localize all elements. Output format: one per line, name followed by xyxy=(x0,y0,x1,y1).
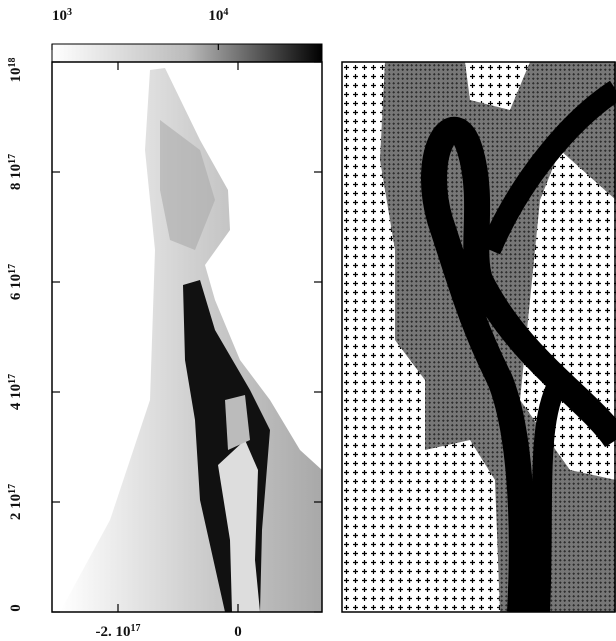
x-tick-label-text: 0 xyxy=(234,624,242,640)
y-tick-label-exp: 17 xyxy=(7,154,18,164)
density-image xyxy=(60,68,322,612)
y-tick-label: 0 xyxy=(8,604,24,612)
colorbar-tick-label-exp: 4 xyxy=(223,7,228,18)
x-tick-label: 0 xyxy=(234,624,242,640)
y-tick-label: 4 1017 xyxy=(7,374,25,410)
colorbar-tick-label-text: 10 xyxy=(52,8,67,24)
y-tick-label: 8 1017 xyxy=(7,154,25,190)
colorbar xyxy=(51,43,323,63)
colorbar-tick-label: 103 xyxy=(52,7,72,25)
colorbar-tick-label: 104 xyxy=(208,7,228,25)
left-panel-frame xyxy=(51,61,323,613)
y-tick-label: 6 1017 xyxy=(7,264,25,300)
y-tick-label: 2 1017 xyxy=(7,484,25,520)
y-tick-label-exp: 17 xyxy=(7,264,18,274)
y-tick-label-exp: 17 xyxy=(7,484,18,494)
colorbar-tick-label-text: 10 xyxy=(208,8,223,24)
y-tick-label-exp: 18 xyxy=(7,58,18,68)
y-tick-label-text: 0 xyxy=(8,604,24,612)
x-tick-label-exp: 17 xyxy=(131,623,141,634)
grid-image xyxy=(342,62,616,612)
x-tick-label-text: -2. 10 xyxy=(96,624,131,640)
y-tick-label-text: 8 10 xyxy=(8,164,24,190)
right-panel-frame xyxy=(341,61,616,613)
y-tick-label-text: 10 xyxy=(8,68,24,83)
y-tick-label-text: 2 10 xyxy=(8,494,24,520)
y-tick-label-text: 6 10 xyxy=(8,274,24,300)
y-tick-label-text: 4 10 xyxy=(8,384,24,410)
y-tick-label: 1018 xyxy=(7,58,25,83)
colorbar-tick-label-exp: 3 xyxy=(67,7,72,18)
x-tick-label: -2. 1017 xyxy=(96,623,141,641)
y-tick-label-exp: 17 xyxy=(7,374,18,384)
